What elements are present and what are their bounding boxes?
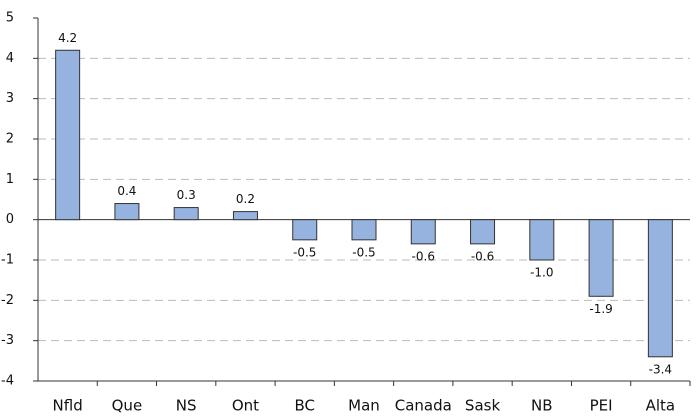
x-tick-label: Nfld xyxy=(53,397,83,415)
x-tick-label: Man xyxy=(348,397,380,415)
bar xyxy=(292,219,318,241)
y-tick-label: 4 xyxy=(6,51,14,66)
x-tick-label: BC xyxy=(294,397,315,415)
value-label: -0.5 xyxy=(293,245,316,259)
y-tick-label: -4 xyxy=(1,374,14,389)
bar xyxy=(647,219,673,358)
bar xyxy=(55,49,81,221)
x-tick-label: NB xyxy=(531,397,553,415)
bar xyxy=(173,207,199,221)
value-label: -0.6 xyxy=(471,249,494,263)
value-label: -0.5 xyxy=(352,245,375,259)
bar xyxy=(470,219,496,245)
x-tick-label: PEI xyxy=(590,397,613,415)
value-label: -1.0 xyxy=(530,266,553,280)
bar xyxy=(351,219,377,241)
bar xyxy=(232,211,258,221)
value-label: 4.2 xyxy=(58,31,77,45)
x-tick-label: Ont xyxy=(232,397,259,415)
y-tick-label: -3 xyxy=(1,333,14,348)
y-tick-label: 0 xyxy=(6,212,14,227)
y-tick-label: 5 xyxy=(6,11,14,26)
value-label: -1.9 xyxy=(589,302,612,316)
y-tick-label: -1 xyxy=(1,253,14,268)
x-tick-label: Alta xyxy=(646,397,676,415)
y-tick-label: 1 xyxy=(6,172,14,187)
value-label: 0.3 xyxy=(177,188,196,202)
bar xyxy=(410,219,436,245)
bar xyxy=(529,219,555,261)
value-label: -0.6 xyxy=(412,249,435,263)
x-tick-label: Canada xyxy=(395,397,452,415)
x-tick-label: NS xyxy=(176,397,197,415)
y-tick-label: 3 xyxy=(6,91,14,106)
y-tick-label: -2 xyxy=(1,293,14,308)
bar xyxy=(114,203,140,221)
y-tick-label: 2 xyxy=(6,132,14,147)
value-label: 0.4 xyxy=(117,184,136,198)
x-tick-label: Que xyxy=(112,397,143,415)
bar xyxy=(588,219,614,297)
value-label: 0.2 xyxy=(236,192,255,206)
value-label: -3.4 xyxy=(649,362,672,376)
x-tick-label: Sask xyxy=(465,397,501,415)
